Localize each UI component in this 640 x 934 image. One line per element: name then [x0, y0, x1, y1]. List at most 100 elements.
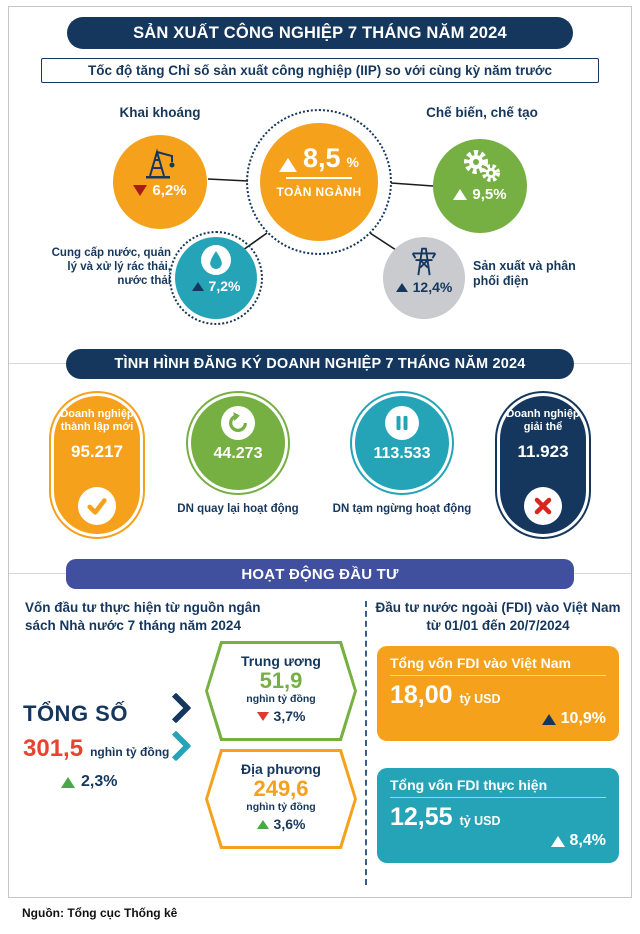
sector-value-manufacturing: 9,5% [472, 186, 507, 203]
new-enterprises-capsule: Doanh nghiệp thành lập mới 95.217 [49, 391, 145, 539]
investment-title-bar: HOẠT ĐỘNG ĐẦU TƯ [66, 559, 574, 589]
returning-enterprises-label: DN quay lại hoạt động [177, 503, 299, 515]
state-budget-title: Vốn đầu tư thực hiện từ nguồn ngân sách … [25, 600, 261, 633]
fdi-inflow-label: Tổng vốn FDI vào Việt Nam [390, 655, 606, 677]
central-budget-value: 51,9 [259, 668, 303, 693]
fdi-inflow-box: Tổng vốn FDI vào Việt Nam 18,00 tỷ USD 1… [377, 646, 619, 742]
registration-row: Doanh nghiệp thành lập mới 95.217 [9, 391, 631, 545]
fdi-disbursed-box: Tổng vốn FDI thực hiện 12,55 tỷ USD 8,4% [377, 768, 619, 864]
fdi-inflow-unit: tỷ USD [459, 692, 501, 707]
check-icon [87, 498, 107, 515]
iip-total-value: 8,5 [303, 143, 341, 173]
down-triangle-icon [256, 711, 269, 721]
suspended-enterprises-circle: 113.533 [350, 391, 454, 495]
investment-title: HOẠT ĐỘNG ĐẦU TƯ [241, 565, 399, 583]
local-budget-change-value: 3,6% [273, 816, 306, 833]
total-change-value: 2,3% [81, 773, 118, 790]
new-enterprises-value: 95.217 [71, 442, 123, 462]
water-drop-icon [210, 251, 222, 269]
local-budget-value: 249,6 [253, 776, 309, 801]
sector-label-water: Cung cấp nước, quản lý và xử lý rác thải… [51, 247, 171, 287]
iip-center-circle: 8,5 % TOÀN NGÀNH [260, 123, 378, 241]
sector-circle-manufacturing: 9,5% [433, 139, 527, 233]
state-budget-column: Vốn đầu tư thực hiện từ nguồn ngân sách … [19, 597, 365, 897]
power-tower-icon [411, 247, 437, 276]
up-triangle-icon [550, 835, 565, 847]
fdi-inflow-change: 10,9% [390, 710, 606, 728]
total-line: 301,5 nghìn tỷ đồng [23, 735, 169, 763]
suspended-enterprises-label: DN tạm ngừng hoạt động [332, 503, 472, 515]
chevron-right-icon [160, 692, 192, 724]
total-value: 301,5 [23, 735, 84, 762]
fdi-inflow-change-value: 10,9% [560, 710, 606, 728]
fdi-disbursed-unit: tỷ USD [459, 814, 501, 829]
x-icon [534, 497, 552, 515]
pause-icon-disc [385, 406, 419, 440]
dissolved-enterprises-capsule: Doanh nghiệp giải thể 11.923 [495, 391, 591, 539]
oil-derrick-icon [146, 148, 175, 179]
iip-total-unit: % [346, 154, 359, 170]
total-change: 2,3% [61, 773, 117, 791]
return-icon-disc [221, 406, 255, 440]
central-budget-change: 3,7% [256, 708, 306, 725]
total-label: TỔNG SỐ [23, 701, 128, 726]
local-budget-hexagon: Địa phương 249,6 nghìn tỷ đồng 3,6% [205, 749, 357, 849]
up-triangle-icon [395, 282, 408, 292]
local-budget-change: 3,6% [256, 816, 306, 833]
up-triangle-icon [541, 713, 556, 725]
returning-enterprises-value: 44.273 [213, 445, 263, 462]
dissolved-enterprises-value: 11.923 [517, 442, 569, 462]
source-note: Nguồn: Tổng cục Thống kê [22, 906, 178, 920]
investment-body: Vốn đầu tư thực hiện từ nguồn ngân sách … [9, 597, 631, 897]
water-dotted-ring [169, 231, 263, 325]
iip-subtitle-box: Tốc độ tăng Chỉ số sản xuất công nghiệp … [41, 58, 599, 83]
return-arrow-icon [229, 412, 247, 432]
registration-title-bar: TÌNH HÌNH ĐĂNG KÝ DOANH NGHIỆP 7 THÁNG N… [66, 349, 574, 379]
sector-value-electricity: 12,4% [412, 279, 453, 295]
pause-icon [396, 416, 408, 430]
gears-icon [464, 150, 500, 182]
central-budget-unit: nghìn tỷ đồng [246, 693, 316, 706]
sector-circle-mining: 6,2% [113, 135, 207, 229]
sector-label-manufacturing: Chế biến, chế tạo [426, 105, 538, 120]
sector-circle-electricity: 12,4% [383, 237, 465, 319]
sector-value-water: 7,2% [208, 278, 241, 294]
suspended-enterprises-item: 113.533 DN tạm ngừng hoạt động [331, 391, 473, 516]
local-budget-unit: nghìn tỷ đồng [246, 801, 316, 814]
content-frame: SẢN XUẤT CÔNG NGHIỆP 7 THÁNG NĂM 2024 Tố… [8, 6, 632, 898]
up-triangle-icon [191, 281, 204, 291]
registration-header-wrap: TÌNH HÌNH ĐĂNG KÝ DOANH NGHIỆP 7 THÁNG N… [9, 349, 631, 379]
center-dotted-ring [246, 109, 392, 255]
up-triangle-icon [61, 776, 75, 788]
sector-label-mining: Khai khoáng [119, 105, 201, 120]
sector-circle-water: 7,2% [175, 237, 257, 319]
up-triangle-icon [256, 819, 269, 829]
returning-enterprises-circle: 44.273 [186, 391, 290, 495]
main-title: SẢN XUẤT CÔNG NGHIỆP 7 THÁNG NĂM 2024 [133, 23, 507, 42]
dissolved-enterprises-label: Doanh nghiệp giải thể [506, 408, 580, 434]
up-triangle-icon [279, 158, 297, 172]
iip-subtitle: Tốc độ tăng Chỉ số sản xuất công nghiệp … [87, 63, 553, 78]
fdi-title: Đầu tư nước ngoài (FDI) vào Việt Nam từ … [375, 600, 621, 633]
fdi-column: Đầu tư nước ngoài (FDI) vào Việt Nam từ … [375, 597, 621, 864]
iip-total-label: TOÀN NGÀNH [276, 185, 362, 199]
central-budget-label: Trung ương [241, 653, 321, 669]
investment-header-wrap: HOẠT ĐỘNG ĐẦU TƯ [9, 559, 631, 589]
new-enterprises-label: Doanh nghiệp thành lập mới [60, 408, 134, 434]
iip-diagram: Khai khoáng Chế biến, chế tạo 6,2% [9, 87, 631, 343]
local-budget-label: Địa phương [241, 761, 321, 777]
central-budget-change-value: 3,7% [273, 708, 306, 725]
returning-enterprises-item: 44.273 DN quay lại hoạt động [167, 391, 309, 516]
sector-label-electricity: Sản xuất và phân phối điện [473, 259, 576, 288]
main-title-bar: SẢN XUẤT CÔNG NGHIỆP 7 THÁNG NĂM 2024 [67, 17, 573, 49]
water-icon-disc [201, 245, 231, 275]
central-budget-hexagon: Trung ương 51,9 nghìn tỷ đồng 3,7% [205, 641, 357, 741]
center-divider [286, 177, 352, 179]
x-icon-disc [524, 487, 562, 525]
fdi-disbursed-value: 12,55 [390, 803, 453, 832]
sector-value-mining: 6,2% [152, 182, 187, 199]
registration-title: TÌNH HÌNH ĐĂNG KÝ DOANH NGHIỆP 7 THÁNG N… [114, 356, 526, 372]
dashed-divider [365, 601, 367, 885]
down-triangle-icon [133, 185, 148, 196]
